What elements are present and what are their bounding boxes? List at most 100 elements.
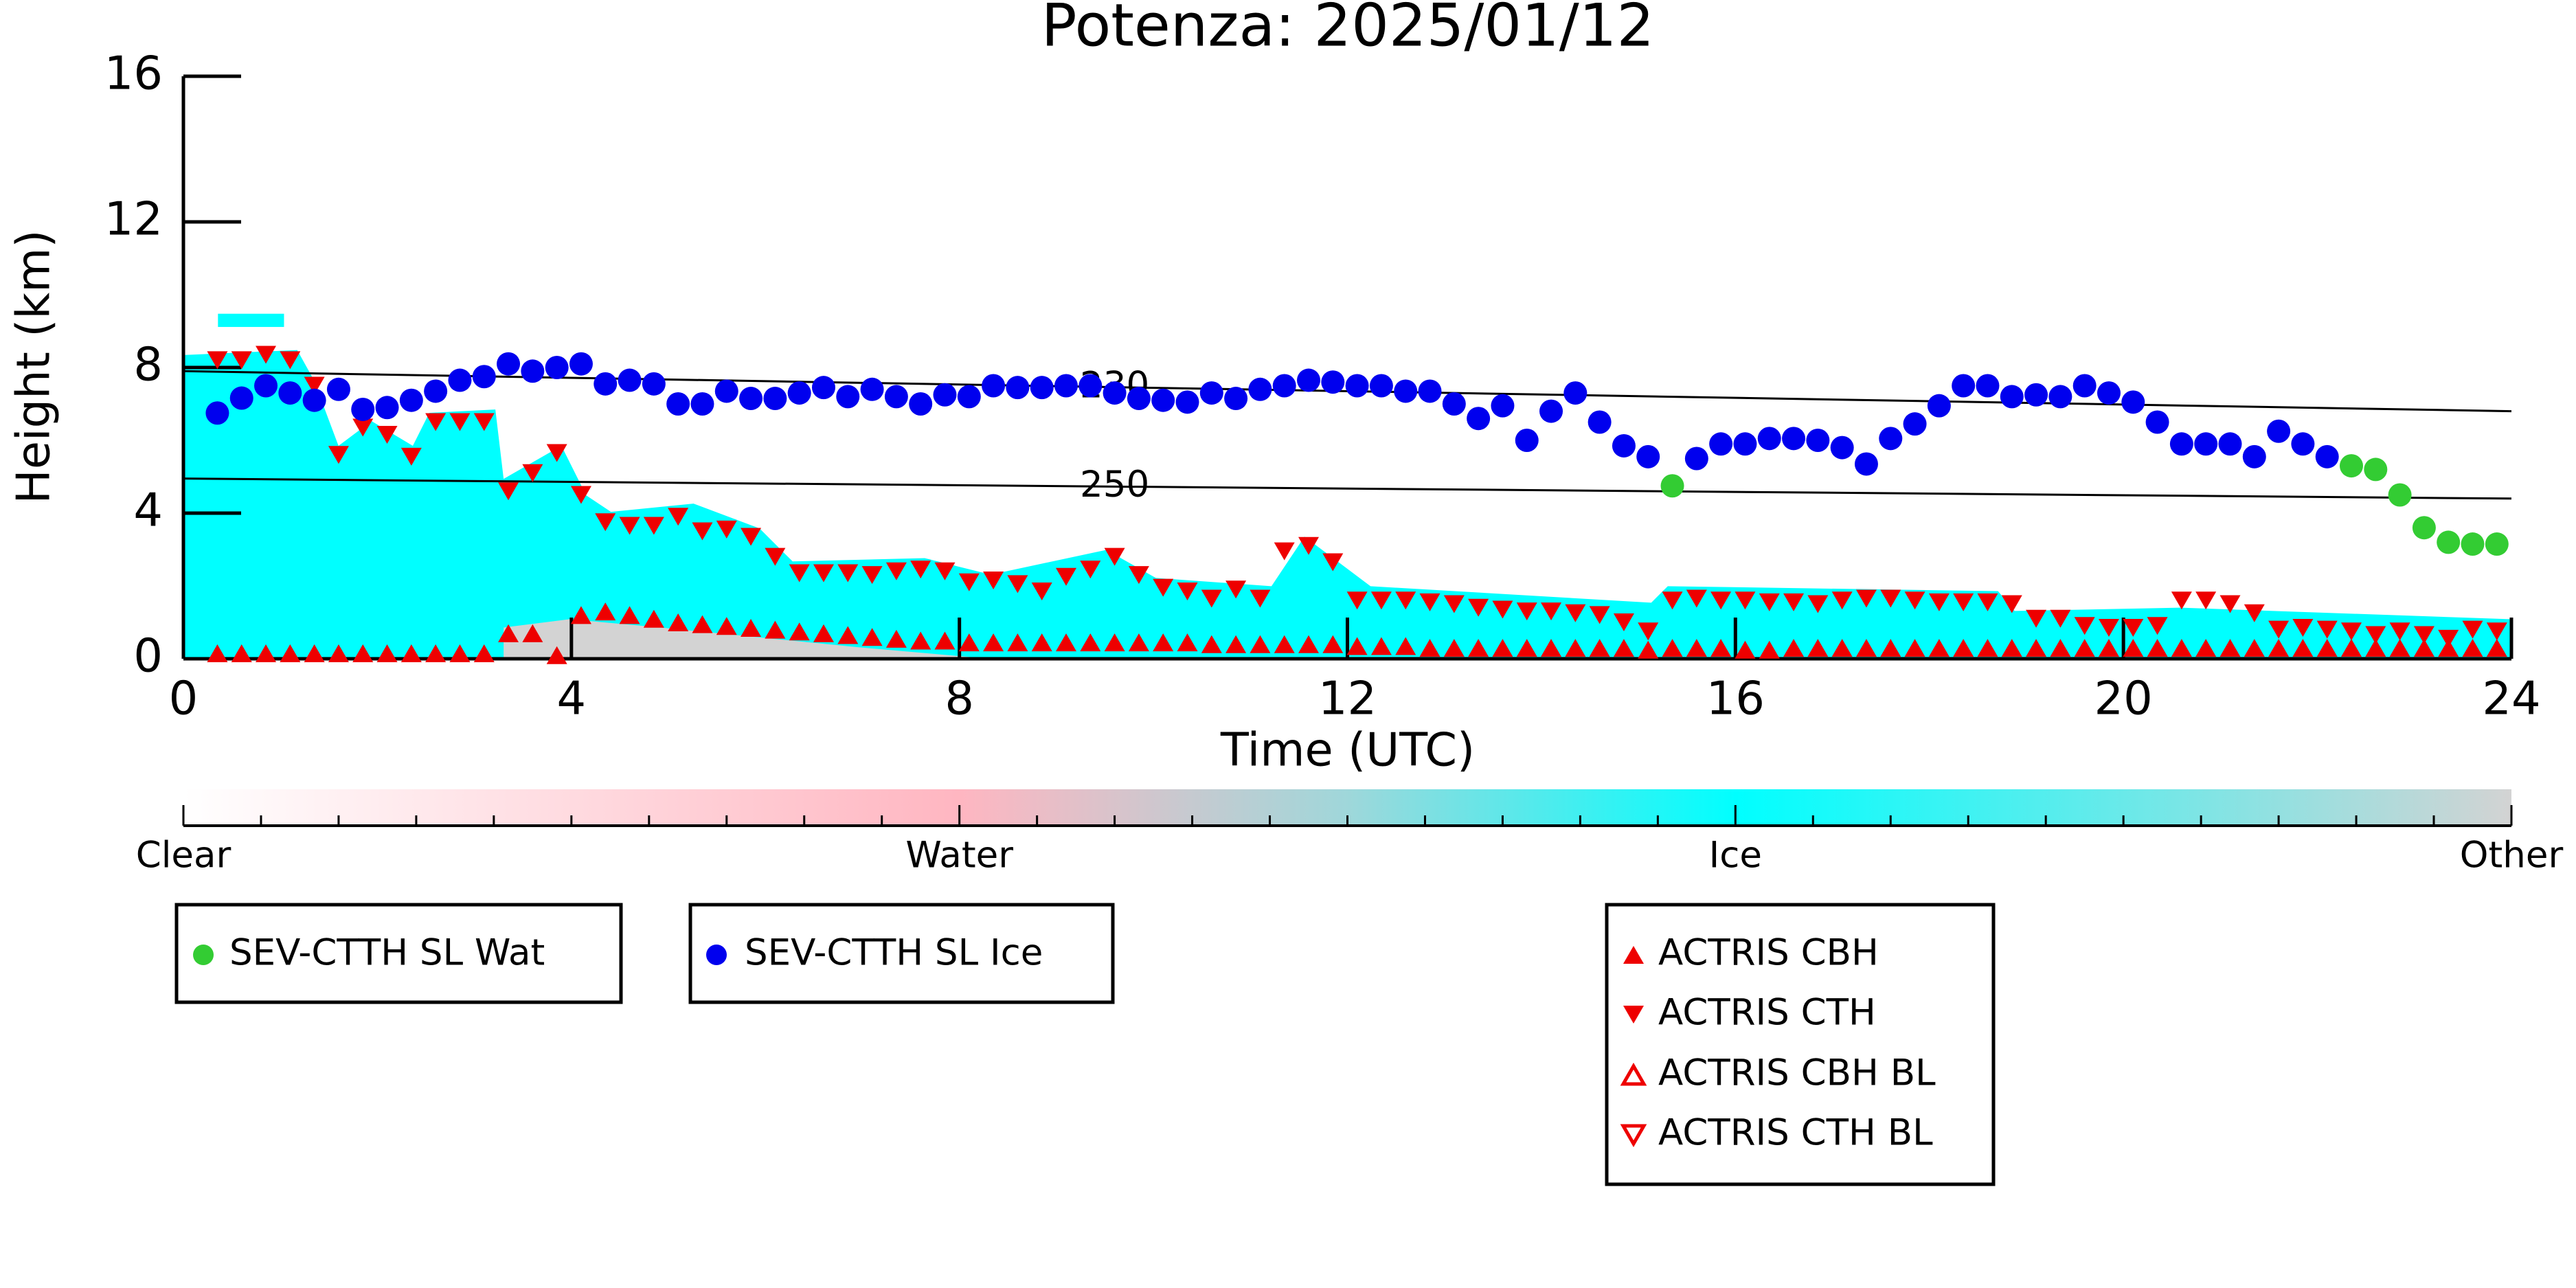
x-tick-label: 16 — [1706, 672, 1765, 725]
triangle-down — [983, 572, 1004, 590]
triangle-up — [2268, 639, 2290, 657]
triangle-up — [2195, 639, 2217, 657]
triangle-down — [934, 562, 956, 580]
triangle-down — [2413, 626, 2434, 644]
triangle-up — [668, 613, 689, 631]
point — [569, 352, 593, 376]
point — [1684, 447, 1708, 471]
point — [1030, 376, 1054, 400]
triangle-up — [400, 644, 422, 663]
point — [933, 383, 957, 407]
triangle-down — [813, 564, 834, 583]
triangle-down — [1541, 602, 1562, 621]
triangle-up — [2001, 639, 2022, 657]
point — [1345, 374, 1369, 398]
triangle-down — [473, 413, 495, 431]
triangle-up — [2486, 639, 2507, 657]
triangle-down — [328, 446, 349, 464]
point — [2388, 483, 2412, 507]
point — [2169, 432, 2193, 456]
y-tick-label: 0 — [133, 629, 163, 683]
triangle-up — [449, 644, 471, 663]
triangle-down — [692, 522, 713, 541]
triangle-up — [595, 602, 616, 621]
point — [1127, 387, 1151, 411]
point — [1272, 374, 1296, 398]
triangle-down — [837, 564, 859, 583]
point — [909, 392, 933, 416]
triangle-down — [2123, 618, 2144, 637]
point — [706, 945, 727, 965]
legend-label: SEV-CTTH SL Ice — [745, 932, 1043, 974]
triangle-down — [1928, 593, 1950, 611]
point — [1757, 427, 1781, 451]
colorbar-label: Other — [2460, 835, 2564, 877]
triangle-up — [2341, 639, 2362, 657]
point — [1078, 374, 1103, 398]
triangle-up — [1807, 639, 1829, 657]
triangle-down — [2389, 622, 2410, 641]
triangle-up — [1322, 635, 1344, 653]
legend-item: ACTRIS CTH BL — [1620, 1112, 1933, 1154]
triangle-up — [1831, 639, 1853, 657]
triangle-up — [1928, 639, 1950, 657]
triangle-up — [2244, 639, 2265, 657]
triangle-up — [789, 622, 810, 641]
point — [1806, 429, 1830, 452]
triangle-down — [1831, 591, 1853, 610]
triangle-up — [1977, 639, 1998, 657]
triangle-down — [2341, 622, 2362, 641]
point — [1782, 427, 1806, 451]
triangle-down — [1977, 593, 1998, 611]
triangle-up — [885, 629, 907, 648]
point — [1563, 381, 1588, 405]
point — [2048, 385, 2072, 409]
chart-title: Potenza: 2025/01/12 — [1041, 0, 1654, 60]
point — [787, 381, 811, 405]
triangle-down — [570, 486, 591, 504]
triangle-down — [1250, 589, 1271, 608]
triangle-down — [2438, 629, 2459, 648]
point — [375, 396, 399, 420]
point — [229, 386, 253, 410]
x-tick-label: 12 — [1318, 672, 1377, 725]
triangle-up — [570, 606, 591, 624]
other-area — [504, 619, 991, 659]
legend-item: ACTRIS CTH — [1623, 992, 1876, 1034]
triangle-down — [1492, 600, 1513, 619]
point — [1491, 394, 1515, 418]
triangle-up — [473, 644, 495, 663]
triangle-up — [1007, 633, 1028, 652]
point — [2364, 457, 2388, 482]
triangle-up — [910, 631, 931, 650]
triangle-down — [1589, 606, 1610, 624]
triangle-up — [934, 631, 956, 650]
triangle-up — [522, 624, 543, 642]
triangle-up — [1880, 639, 1901, 657]
x-tick-label: 20 — [2094, 672, 2153, 725]
triangle-down — [1322, 553, 1344, 572]
point — [2000, 385, 2024, 409]
triangle-up — [741, 618, 762, 637]
triangle-up — [425, 644, 447, 663]
triangle-up — [1443, 639, 1465, 657]
triangle-up — [1346, 637, 1368, 655]
point — [2145, 410, 2169, 434]
triangle-up — [1128, 633, 1149, 652]
legend-label: ACTRIS CTH — [1658, 992, 1876, 1034]
cloud-patch — [218, 313, 284, 327]
point — [1369, 374, 1393, 398]
triangle-down — [1080, 561, 1101, 579]
triangle-up — [1395, 637, 1416, 655]
triangle-up — [280, 644, 301, 663]
triangle-up — [1541, 639, 1562, 657]
triangle-up — [1274, 635, 1295, 653]
legend-item: SEV-CTTH SL Ice — [706, 932, 1043, 974]
triangle-up — [1468, 639, 1489, 657]
triangle-up — [716, 617, 737, 635]
triangle-down — [2195, 591, 2217, 610]
triangle-down — [619, 517, 640, 535]
triangle-down — [1298, 536, 1320, 555]
triangle-down — [1735, 591, 1756, 610]
triangle-down — [1623, 1006, 1644, 1024]
